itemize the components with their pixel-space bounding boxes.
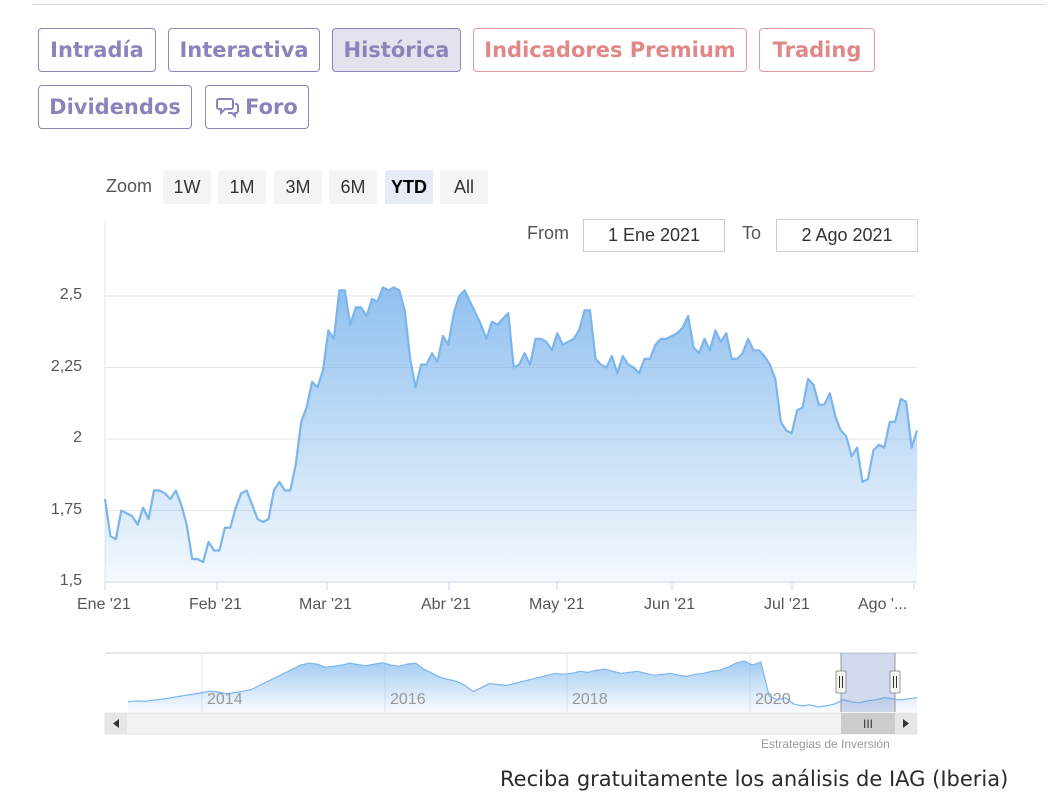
navigator-right-handle[interactable]	[889, 670, 901, 694]
x-tick-label: Ene '21	[77, 596, 131, 613]
tab-interactiva[interactable]: Interactiva	[168, 28, 320, 72]
navigator-year-label: 2020	[755, 691, 791, 708]
tab-historica[interactable]: Histórica	[332, 28, 461, 72]
top-divider	[32, 4, 1046, 5]
x-tick-label: Ago '...	[858, 596, 908, 613]
navigator-area	[128, 661, 917, 712]
scrollbar-thumb[interactable]	[841, 713, 895, 734]
tab-dividendos[interactable]: Dividendos	[38, 85, 192, 129]
range-from-label: From	[527, 223, 569, 243]
y-tick-label: 2,25	[50, 357, 82, 375]
tab-intradia[interactable]: Intradía	[38, 28, 156, 72]
x-tick-label: Jun '21	[644, 596, 696, 613]
y-tick-label: 2	[73, 429, 82, 446]
zoom-label: Zoom	[106, 176, 153, 196]
x-tick-label: Jul '21	[764, 596, 810, 613]
range-to-label: To	[742, 223, 762, 243]
navigator-selection	[841, 653, 895, 712]
navigator-year-label: 2018	[572, 691, 608, 708]
chat-bubbles-icon	[216, 96, 240, 119]
price-line	[103, 286, 919, 564]
y-tick-label: 1,5	[59, 572, 82, 589]
zoom-1w-button[interactable]: 1W	[163, 170, 211, 204]
tab-indicadores-premium[interactable]: Indicadores Premium	[473, 28, 747, 72]
tab-trading[interactable]: Trading	[759, 28, 875, 72]
price-area	[105, 287, 917, 582]
y-tick-label: 2,5	[59, 286, 82, 303]
y-tick-label: 1,75	[50, 500, 82, 518]
promo-text: Reciba gratuitamente los análisis de IAG…	[500, 767, 1009, 791]
range-to-input[interactable]: 2 Ago 2021	[776, 219, 918, 252]
scroll-right-arrow-icon	[903, 719, 909, 728]
tab-foro[interactable]: Foro	[205, 85, 309, 129]
x-tick-label: Feb '21	[189, 596, 242, 613]
navigator-year-label: 2016	[390, 691, 426, 708]
zoom-3m-button[interactable]: 3M	[274, 170, 322, 204]
x-tick-label: Mar '21	[299, 596, 352, 613]
x-tick-label: May '21	[529, 596, 585, 613]
chart-credit[interactable]: Estrategias de Inversión	[761, 737, 890, 751]
navigator-year-label: 2014	[207, 691, 243, 708]
zoom-6m-button[interactable]: 6M	[329, 170, 377, 204]
navigator-line	[127, 660, 918, 708]
scroll-left-arrow-icon	[113, 719, 119, 728]
tab-foro-label: Foro	[245, 95, 298, 119]
scrollbar-track[interactable]	[104, 712, 918, 735]
navigator-left-handle[interactable]	[835, 670, 847, 694]
range-from-input[interactable]: 1 Ene 2021	[583, 219, 725, 252]
zoom-ytd-button[interactable]: YTD	[385, 170, 433, 204]
scrollbar-grip-icon: III	[863, 717, 873, 731]
x-tick-label: Abr '21	[421, 596, 472, 613]
zoom-1m-button[interactable]: 1M	[218, 170, 266, 204]
zoom-all-button[interactable]: All	[440, 170, 488, 204]
